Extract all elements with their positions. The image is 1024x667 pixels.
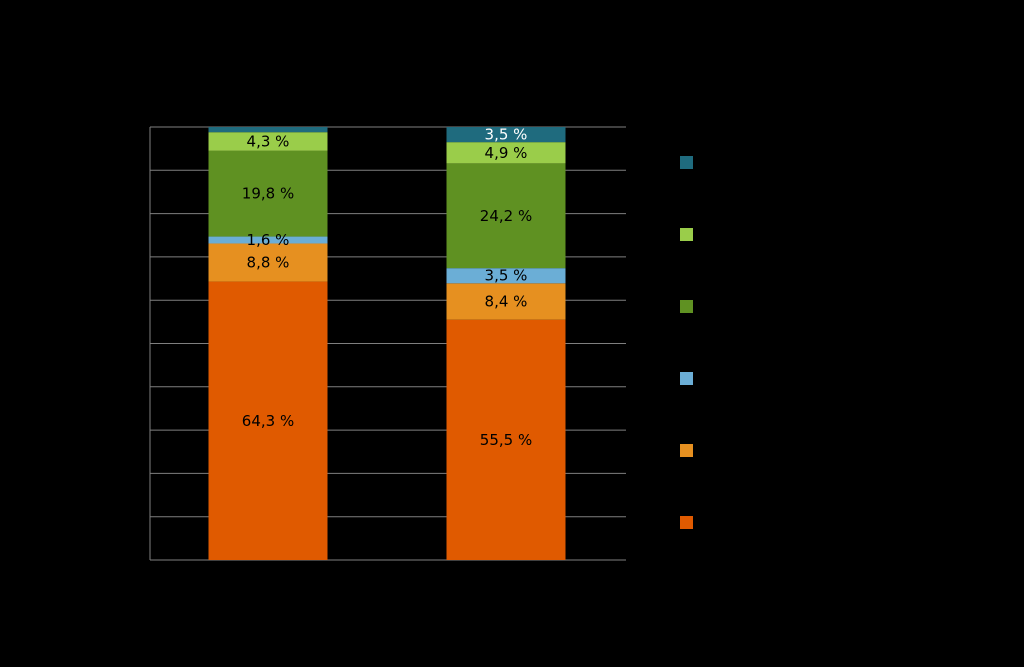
- legend-swatch: [680, 228, 693, 241]
- bar-segment: [446, 268, 566, 284]
- bar-segment: [208, 127, 328, 133]
- data-label: 8,8 %: [247, 254, 290, 272]
- legend-swatch: [680, 156, 693, 169]
- legend-swatch: [680, 516, 693, 529]
- data-label: 55,5 %: [480, 431, 532, 449]
- data-label: 3,5 %: [485, 267, 528, 285]
- data-label: 19,8 %: [242, 185, 294, 203]
- bar-segment: [446, 319, 566, 560]
- legend-swatch: [680, 372, 693, 385]
- data-label: 64,3 %: [242, 412, 294, 430]
- data-label: 4,3 %: [247, 133, 290, 151]
- legend: [680, 156, 693, 529]
- bars: [208, 127, 566, 560]
- bar-segment: [208, 150, 328, 237]
- bar-segment: [446, 283, 566, 320]
- data-label: 8,4 %: [485, 292, 528, 310]
- data-labels: 64,3 % 8,8 % 1,6 % 19,8 % 4,3 % 55,5 % 8,4 % 3,…: [242, 126, 532, 449]
- bar-segment: [446, 127, 566, 143]
- data-label: 4,9 %: [485, 144, 528, 162]
- bar-segment: [446, 163, 566, 269]
- legend-swatch: [680, 444, 693, 457]
- legend-swatch: [680, 300, 693, 313]
- bar-segment: [208, 132, 328, 151]
- data-label: 1,6 %: [247, 231, 290, 249]
- data-label: 24,2 %: [480, 207, 532, 225]
- bar-segment: [446, 142, 566, 164]
- bar-segment: [208, 236, 328, 244]
- data-label: 3,5 %: [485, 126, 528, 144]
- bar-segment: [208, 281, 328, 560]
- bar-segment: [208, 243, 328, 282]
